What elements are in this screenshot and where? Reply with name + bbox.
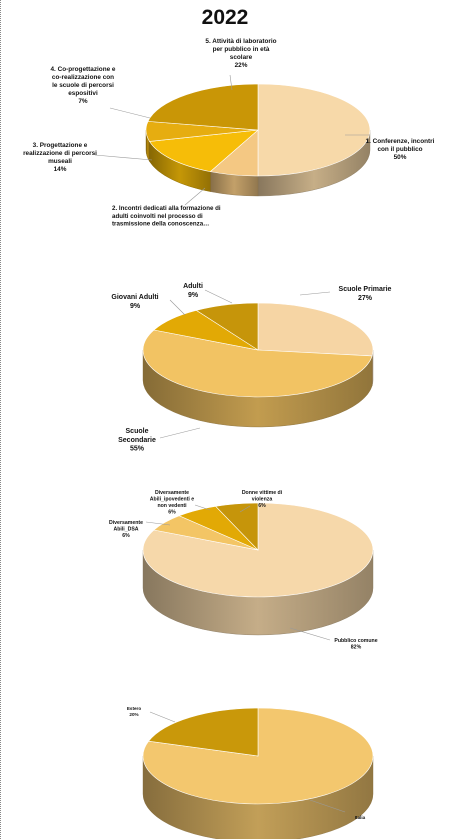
slice-label: Scuole Primarie 27%	[339, 286, 392, 302]
slice-label: Adulti 9%	[183, 283, 203, 299]
slice-label: Scuole Secondarie 55%	[118, 428, 156, 453]
leader-line	[204, 289, 233, 304]
leader-line	[169, 299, 186, 316]
pie-slice	[142, 707, 374, 805]
pie-slice	[142, 329, 373, 398]
pie-chart-3: Pubblico comune 82% Diversamente Abili_DSA 6…	[109, 490, 378, 651]
pie-chart-2: Scuole Primarie 27% Scuole Secondarie 55% Gio…	[111, 283, 391, 453]
leader-line	[94, 154, 153, 161]
slice-label: 5. Attività di laboratorio per pubblico i…	[205, 38, 276, 69]
leader-line	[289, 627, 331, 641]
pie-slice	[257, 83, 371, 177]
slice-label: Pubblico comune 82%	[334, 638, 377, 651]
leader-line	[109, 107, 151, 119]
pie-slice	[148, 707, 259, 757]
slice-label: Italia	[355, 815, 366, 820]
page-border	[0, 0, 3, 839]
slice-label: 4. Co-progettazione e co-realizzazione co…	[51, 66, 116, 105]
slice-label: Giovani Adulti 9%	[111, 294, 158, 310]
leader-line	[194, 504, 211, 511]
leader-line	[309, 799, 346, 813]
slice-label: 3. Progettazione e realizzazione di perco…	[23, 142, 97, 173]
slice-label: Donne vittime di violenza 6%	[242, 490, 283, 509]
leader-line	[149, 711, 176, 723]
pie-slice	[147, 83, 259, 131]
page-title: 2022	[201, 6, 249, 29]
pie-chart-4: Italia Estero 20%	[127, 706, 374, 839]
slice-label: Estero 20%	[127, 706, 141, 717]
leader-line	[239, 505, 251, 513]
pie-chart-1: 1. Conferenze, incontri con il pubblico 50…	[23, 38, 435, 228]
leader-line	[229, 74, 233, 91]
slice-label: 2. Incontri dedicati alla formazione di a…	[112, 205, 221, 228]
slice-label: Diversamente Abili_ipovedenti e non vedent…	[150, 490, 195, 516]
leader-line	[299, 291, 331, 296]
slice-label: Diversamente Abili_DSA 6%	[109, 520, 143, 539]
leader-line	[159, 427, 201, 439]
slice-label: 1. Conferenze, incontri con il pubblico 50…	[366, 138, 435, 161]
leader-line	[145, 521, 171, 526]
pie-slice	[215, 502, 259, 551]
pie-slice	[257, 302, 374, 357]
leader-line	[184, 187, 206, 206]
pie-slice	[149, 129, 259, 172]
pie-slice	[195, 302, 259, 351]
